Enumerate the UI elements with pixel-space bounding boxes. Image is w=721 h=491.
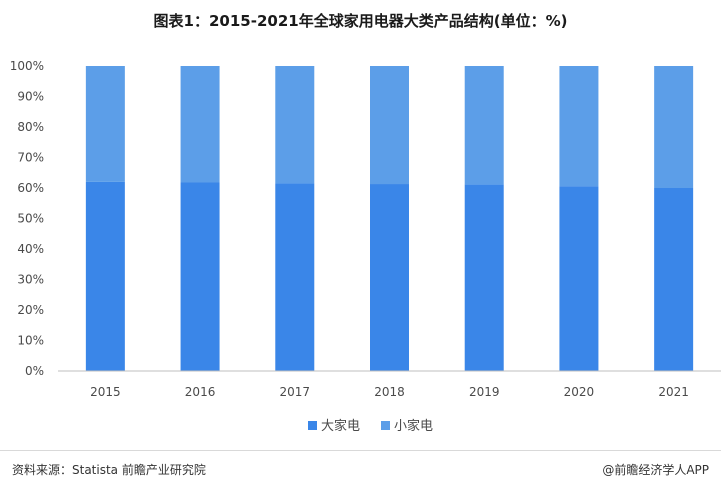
x-tick-label: 2019 xyxy=(469,385,500,399)
legend-label-large: 大家电 xyxy=(321,418,360,434)
bar-small-appliance-2018 xyxy=(370,66,409,185)
x-tick-label: 2016 xyxy=(185,385,216,399)
legend-label-small: 小家电 xyxy=(394,418,433,434)
legend-swatch-small xyxy=(381,421,390,430)
y-tick-label: 40% xyxy=(17,242,44,256)
bar-large-appliance-2016 xyxy=(180,182,220,371)
y-tick-label: 80% xyxy=(17,120,44,134)
y-tick-label: 10% xyxy=(17,334,44,348)
bar-large-appliance-2020 xyxy=(559,186,599,371)
bar-large-appliance-2017 xyxy=(275,183,315,371)
y-tick-label: 20% xyxy=(17,303,44,317)
brand-credit: @前瞻经济学人APP xyxy=(602,463,709,477)
bar-small-appliance-2019 xyxy=(464,66,504,185)
legend-swatch-large xyxy=(308,421,317,430)
stacked-bar-chart: 0% 10% 20% 30% 40% 50% 60% 70% 80% 90% 100% 2015 20… xyxy=(10,59,721,434)
y-tick-label: 60% xyxy=(17,181,44,195)
x-tick-label: 2017 xyxy=(280,385,311,399)
y-tick-label: 100% xyxy=(10,59,44,73)
y-tick-label: 30% xyxy=(17,273,44,287)
bar-large-appliance-2019 xyxy=(464,184,504,371)
bar-small-appliance-2020 xyxy=(559,66,599,187)
source-note: 资料来源：Statista 前瞻产业研究院 xyxy=(12,463,206,477)
y-tick-label: 70% xyxy=(17,151,44,165)
x-tick-label: 2020 xyxy=(564,385,595,399)
bar-small-appliance-2017 xyxy=(275,66,315,184)
y-tick-label: 90% xyxy=(17,90,44,104)
chart-title: 图表1：2015-2021年全球家用电器大类产品结构(单位：%) xyxy=(153,12,568,30)
y-tick-label: 50% xyxy=(17,212,44,226)
x-tick-label: 2015 xyxy=(90,385,121,399)
x-tick-label: 2021 xyxy=(658,385,689,399)
footer: 资料来源：Statista 前瞻产业研究院 @前瞻经济学人APP xyxy=(0,450,721,491)
bar-large-appliance-2018 xyxy=(370,184,409,371)
y-tick-label: 0% xyxy=(25,364,44,378)
bar-small-appliance-2016 xyxy=(180,66,220,183)
bar-small-appliance-2021 xyxy=(654,66,694,188)
x-tick-label: 2018 xyxy=(374,385,405,399)
bar-small-appliance-2015 xyxy=(85,66,125,182)
bar-large-appliance-2015 xyxy=(85,181,125,371)
bar-large-appliance-2021 xyxy=(654,188,694,371)
